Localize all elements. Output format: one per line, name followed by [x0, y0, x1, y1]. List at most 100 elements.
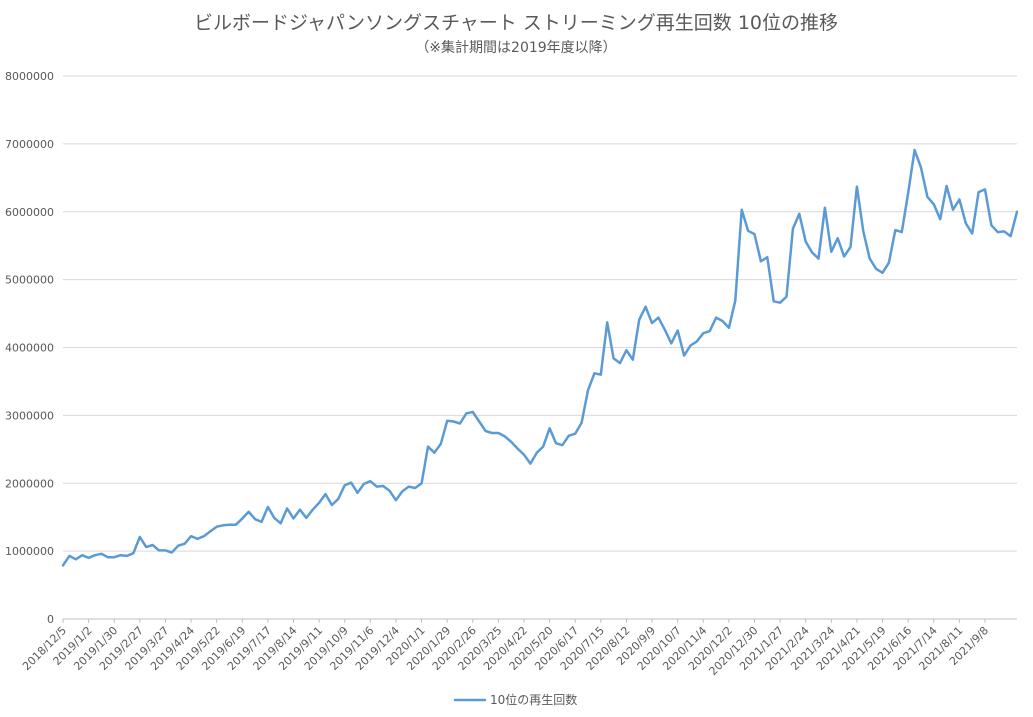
data-point — [414, 487, 417, 490]
data-point — [875, 267, 878, 270]
data-point — [920, 166, 923, 169]
data-point — [977, 191, 980, 194]
data-point — [126, 554, 129, 557]
data-point — [491, 432, 494, 435]
y-tick-label: 6000000 — [5, 206, 54, 219]
data-point — [599, 373, 602, 376]
data-point — [516, 447, 519, 450]
data-point — [747, 229, 750, 232]
y-tick-label: 4000000 — [5, 342, 54, 355]
data-point — [228, 523, 231, 526]
data-point — [362, 482, 365, 485]
data-point — [74, 558, 77, 561]
data-point — [952, 208, 955, 211]
data-point — [702, 332, 705, 335]
data-point — [894, 229, 897, 232]
data-point — [791, 227, 794, 230]
data-point — [708, 330, 711, 333]
y-tick-label: 2000000 — [5, 477, 54, 490]
data-point — [510, 440, 513, 443]
data-point — [145, 546, 148, 549]
data-point — [830, 250, 833, 253]
data-point — [151, 544, 154, 547]
data-point — [855, 185, 858, 188]
data-point — [798, 212, 801, 215]
data-point — [695, 340, 698, 343]
data-point — [587, 389, 590, 392]
data-point — [164, 549, 167, 552]
series-layer — [61, 148, 1019, 567]
data-point — [503, 435, 506, 438]
data-point — [273, 516, 276, 519]
data-point — [759, 260, 762, 263]
data-point — [913, 149, 916, 152]
data-point — [753, 233, 756, 236]
data-point — [394, 499, 397, 502]
data-point — [369, 480, 372, 483]
data-point — [407, 485, 410, 488]
data-point — [1003, 230, 1006, 233]
data-point — [209, 530, 212, 533]
data-point — [446, 419, 449, 422]
data-point — [375, 485, 378, 488]
data-point — [100, 552, 103, 555]
data-point — [94, 554, 97, 557]
data-point — [234, 523, 237, 526]
data-point — [279, 522, 282, 525]
data-point — [420, 482, 423, 485]
data-point — [958, 198, 961, 201]
data-point — [939, 218, 942, 221]
data-point — [177, 544, 180, 547]
data-point — [68, 554, 71, 557]
data-point — [62, 564, 65, 567]
data-point — [382, 485, 385, 488]
data-point — [945, 185, 948, 188]
data-point — [811, 251, 814, 254]
data-point — [343, 484, 346, 487]
data-point — [170, 551, 173, 554]
chart-title: ビルボードジャパンソングスチャート ストリーミング再生回数 10位の推移 — [194, 12, 838, 34]
data-point — [881, 271, 884, 274]
data-point — [106, 556, 109, 559]
data-point — [593, 372, 596, 375]
data-point — [132, 552, 135, 555]
y-tick-label: 0 — [47, 613, 54, 626]
data-point — [87, 556, 90, 559]
data-point — [574, 432, 577, 435]
data-point — [471, 411, 474, 414]
data-point — [1016, 210, 1019, 213]
data-point — [990, 224, 993, 227]
data-point — [548, 427, 551, 430]
data-point — [535, 451, 538, 454]
data-point — [971, 232, 974, 235]
data-point — [484, 430, 487, 433]
legend-label: 10位の再生回数 — [490, 692, 577, 707]
data-point — [836, 237, 839, 240]
data-point — [497, 432, 500, 435]
data-point — [478, 420, 481, 423]
data-point — [766, 256, 769, 259]
data-point — [638, 318, 641, 321]
data-point — [81, 554, 84, 557]
data-point — [862, 230, 865, 233]
data-point — [734, 299, 737, 302]
data-point — [996, 231, 999, 234]
y-tick-label: 5000000 — [5, 274, 54, 287]
legend: 10位の再生回数 — [453, 692, 577, 707]
data-point — [465, 412, 468, 415]
data-point — [907, 191, 910, 194]
y-tick-label: 1000000 — [5, 545, 54, 558]
y-tick-label: 3000000 — [5, 409, 54, 422]
data-point — [984, 188, 987, 191]
data-point — [683, 354, 686, 357]
y-axis-ticks: 0 1000000 2000000 3000000 4000000 5000000 6000… — [5, 70, 54, 626]
data-point — [555, 442, 558, 445]
data-point — [964, 222, 967, 225]
data-point — [215, 525, 218, 528]
data-point — [657, 316, 660, 319]
data-point — [670, 342, 673, 345]
data-point — [625, 349, 628, 352]
series-line-10th-place-streams — [61, 148, 1019, 567]
data-point — [113, 556, 116, 559]
